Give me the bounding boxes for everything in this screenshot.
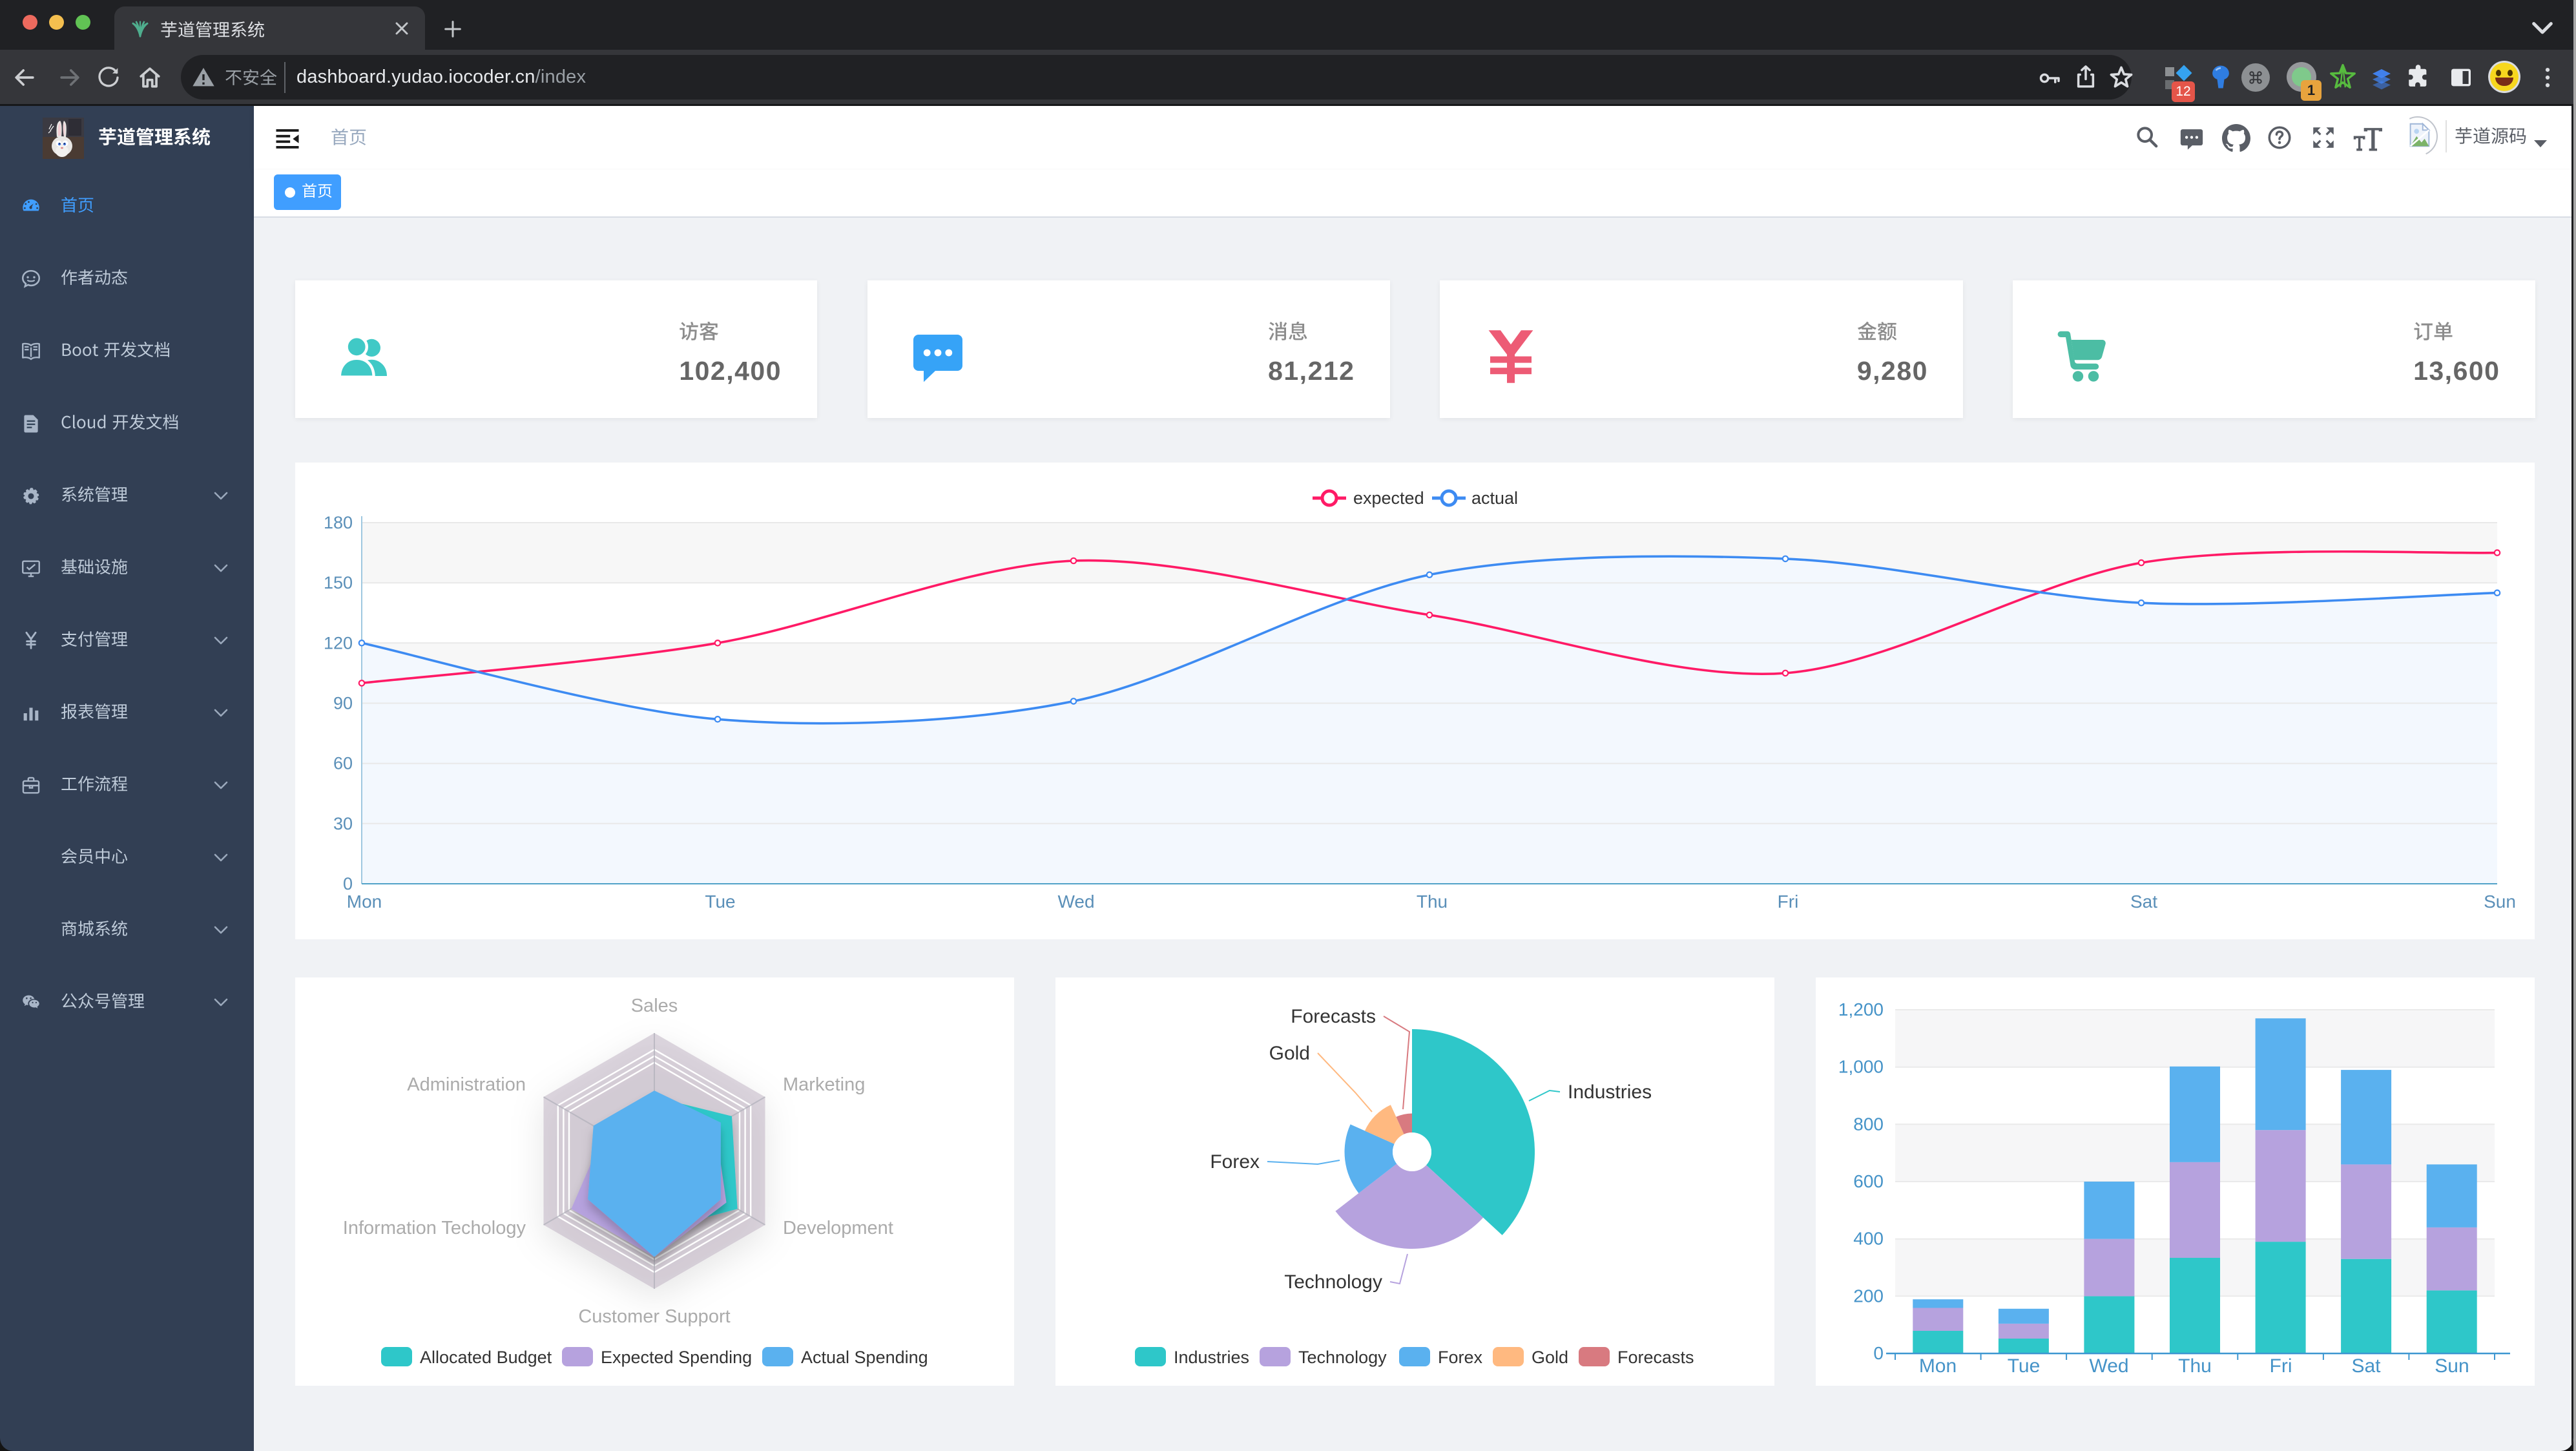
- svg-text:Development: Development: [783, 1218, 893, 1238]
- svg-text:Administration: Administration: [407, 1074, 526, 1095]
- svg-text:30: 30: [333, 814, 353, 833]
- svg-text:Allocated Budget: Allocated Budget: [420, 1348, 552, 1367]
- svg-text:0: 0: [343, 874, 353, 893]
- svg-text:Expected Spending: Expected Spending: [601, 1348, 752, 1367]
- svg-text:1,200: 1,200: [1838, 999, 1884, 1019]
- svg-text:Sales: Sales: [631, 996, 678, 1016]
- svg-text:0: 0: [1873, 1343, 1884, 1363]
- svg-text:Tue: Tue: [2008, 1355, 2041, 1377]
- svg-text:Technology: Technology: [1298, 1348, 1387, 1367]
- svg-text:Forecasts: Forecasts: [1291, 1006, 1376, 1027]
- svg-text:Marketing: Marketing: [783, 1074, 865, 1095]
- svg-text:Technology: Technology: [1284, 1271, 1382, 1293]
- svg-text:Sat: Sat: [2351, 1355, 2381, 1377]
- svg-text:actual: actual: [1471, 488, 1518, 508]
- svg-text:Customer Support: Customer Support: [578, 1306, 730, 1327]
- svg-text:Sat: Sat: [2130, 892, 2157, 912]
- svg-text:Sun: Sun: [2484, 892, 2516, 912]
- svg-text:600: 600: [1853, 1171, 1884, 1191]
- svg-text:120: 120: [324, 633, 353, 652]
- svg-text:180: 180: [324, 513, 353, 532]
- svg-text:60: 60: [333, 754, 353, 773]
- svg-text:200: 200: [1853, 1286, 1884, 1306]
- svg-text:1,000: 1,000: [1838, 1057, 1884, 1077]
- svg-text:Industries: Industries: [1568, 1081, 1652, 1103]
- svg-text:Forecasts: Forecasts: [1617, 1348, 1694, 1367]
- svg-text:90: 90: [333, 694, 353, 713]
- svg-text:Industries: Industries: [1174, 1348, 1249, 1367]
- svg-text:Forex: Forex: [1210, 1151, 1260, 1173]
- svg-text:Forex: Forex: [1438, 1348, 1483, 1367]
- svg-text:Wed: Wed: [2089, 1355, 2128, 1377]
- svg-text:Mon: Mon: [1919, 1355, 1957, 1377]
- svg-text:Tue: Tue: [705, 892, 735, 912]
- svg-text:expected: expected: [1353, 488, 1424, 508]
- svg-text:Wed: Wed: [1057, 892, 1094, 912]
- svg-text:Information Techology: Information Techology: [343, 1218, 526, 1238]
- svg-text:150: 150: [324, 573, 353, 592]
- svg-text:Thu: Thu: [1417, 892, 1448, 912]
- svg-text:Thu: Thu: [2178, 1355, 2212, 1377]
- svg-text:Fri: Fri: [2270, 1355, 2292, 1377]
- svg-text:800: 800: [1853, 1114, 1884, 1134]
- svg-text:Sun: Sun: [2435, 1355, 2469, 1377]
- svg-text:Actual Spending: Actual Spending: [801, 1348, 928, 1367]
- svg-text:400: 400: [1853, 1229, 1884, 1249]
- svg-text:Gold: Gold: [1269, 1043, 1310, 1064]
- svg-text:Fri: Fri: [1778, 892, 1799, 912]
- svg-text:Mon: Mon: [347, 892, 382, 912]
- svg-text:Gold: Gold: [1532, 1348, 1568, 1367]
